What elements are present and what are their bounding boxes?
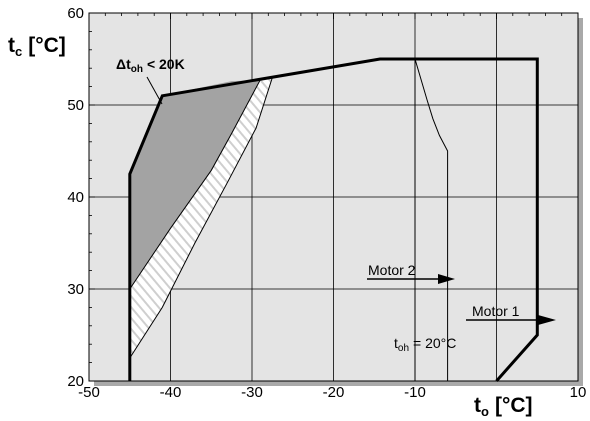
t-oh-subscript: oh xyxy=(398,343,409,354)
x-tick-label: -40 xyxy=(160,384,182,401)
dt-oh-symbol: Δt xyxy=(116,56,131,72)
motor1-arrowhead xyxy=(538,315,556,325)
t-oh-symbol: t xyxy=(394,335,398,351)
x-tick-label: -10 xyxy=(404,384,426,401)
x-axis-subscript: o xyxy=(481,404,489,419)
x-tick-label: -30 xyxy=(241,384,263,401)
x-axis-unit: [°C] xyxy=(495,394,533,417)
motor2-label: Motor 2 xyxy=(368,262,416,278)
minor-ticks xyxy=(88,12,579,382)
dt-region-inner-curve xyxy=(129,79,261,290)
y-tick-label: 60 xyxy=(67,5,84,22)
x-axis-symbol: t xyxy=(474,394,481,417)
motor1-label: Motor 1 xyxy=(472,303,520,319)
dt-oh-text: < 20K xyxy=(147,56,185,72)
dt-oh-subscript: oh xyxy=(131,64,143,75)
hatch-region xyxy=(129,77,273,359)
motor2-arrowhead xyxy=(438,274,455,284)
y-tick-label: 30 xyxy=(67,281,84,298)
t-oh-text: = 20°C xyxy=(413,335,456,351)
x-tick-labels: -50 -40 -30 -20 -10 10 xyxy=(78,384,586,401)
dt-oh-region xyxy=(129,80,261,289)
dt-oh-label: Δtoh < 20K xyxy=(116,56,185,75)
x-tick-label: -20 xyxy=(323,384,345,401)
y-tick-labels: 20 30 40 50 60 xyxy=(67,5,84,390)
motor2-curve xyxy=(414,58,449,381)
y-tick-label: 20 xyxy=(67,373,84,390)
x-tick-label: -50 xyxy=(78,384,100,401)
y-tick-label: 40 xyxy=(67,189,84,206)
y-axis-title: tc [°C] xyxy=(8,34,66,59)
y-axis-subscript: c xyxy=(15,44,22,59)
operating-envelope xyxy=(128,57,539,382)
dt-oh-leader xyxy=(146,76,163,105)
x-axis-title: to [°C] xyxy=(474,394,533,419)
t-oh-label: toh = 20°C xyxy=(394,335,456,354)
hatch-region-lower-curve xyxy=(129,77,273,359)
y-axis-symbol: t xyxy=(8,34,15,57)
y-axis-unit: [°C] xyxy=(28,34,66,57)
y-tick-label: 50 xyxy=(67,97,84,114)
x-tick-label: 10 xyxy=(570,384,587,401)
